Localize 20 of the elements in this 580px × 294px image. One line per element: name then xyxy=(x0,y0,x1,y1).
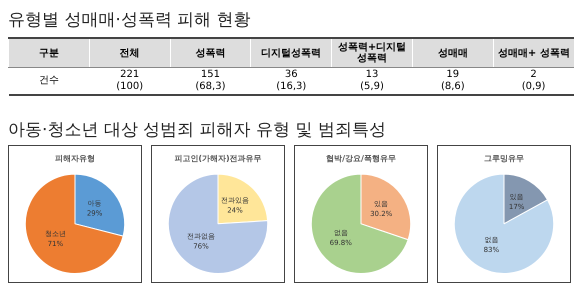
data-label: 13 (5,9) xyxy=(332,68,412,95)
data-label: 221 (100) xyxy=(89,68,170,95)
chart-title: 그루밍유무 xyxy=(484,154,524,163)
chart-title: 피고인(가해자)전과유무 xyxy=(174,154,262,163)
category-label: 성폭력 xyxy=(170,38,251,68)
category-label: 성매매 xyxy=(412,38,494,68)
category-label: 성매매+ 성폭력 xyxy=(493,38,574,68)
data-label: 2 (0,9) xyxy=(493,68,574,95)
chart-title: 협박/강요/폭행유무 xyxy=(326,154,396,163)
text: 건수 xyxy=(8,68,90,95)
text: 유형별 성매매·성폭력 피해 현황 xyxy=(7,9,252,31)
chart-title: 피해자유형 xyxy=(55,154,95,163)
text: 아동·청소년 대상 성범죄 피해자 유형 및 범죄특성 xyxy=(7,119,386,141)
data-label: 36 (16,3) xyxy=(250,68,332,95)
category-label: 성폭력+디지털 성폭력 xyxy=(332,38,412,68)
text: 구분 xyxy=(8,38,90,68)
data-label: 151 (68,3) xyxy=(170,68,251,95)
category-label: 디지털성폭력 xyxy=(250,38,332,68)
category-label: 전체 xyxy=(89,38,170,68)
data-label: 19 (8,6) xyxy=(412,68,494,95)
